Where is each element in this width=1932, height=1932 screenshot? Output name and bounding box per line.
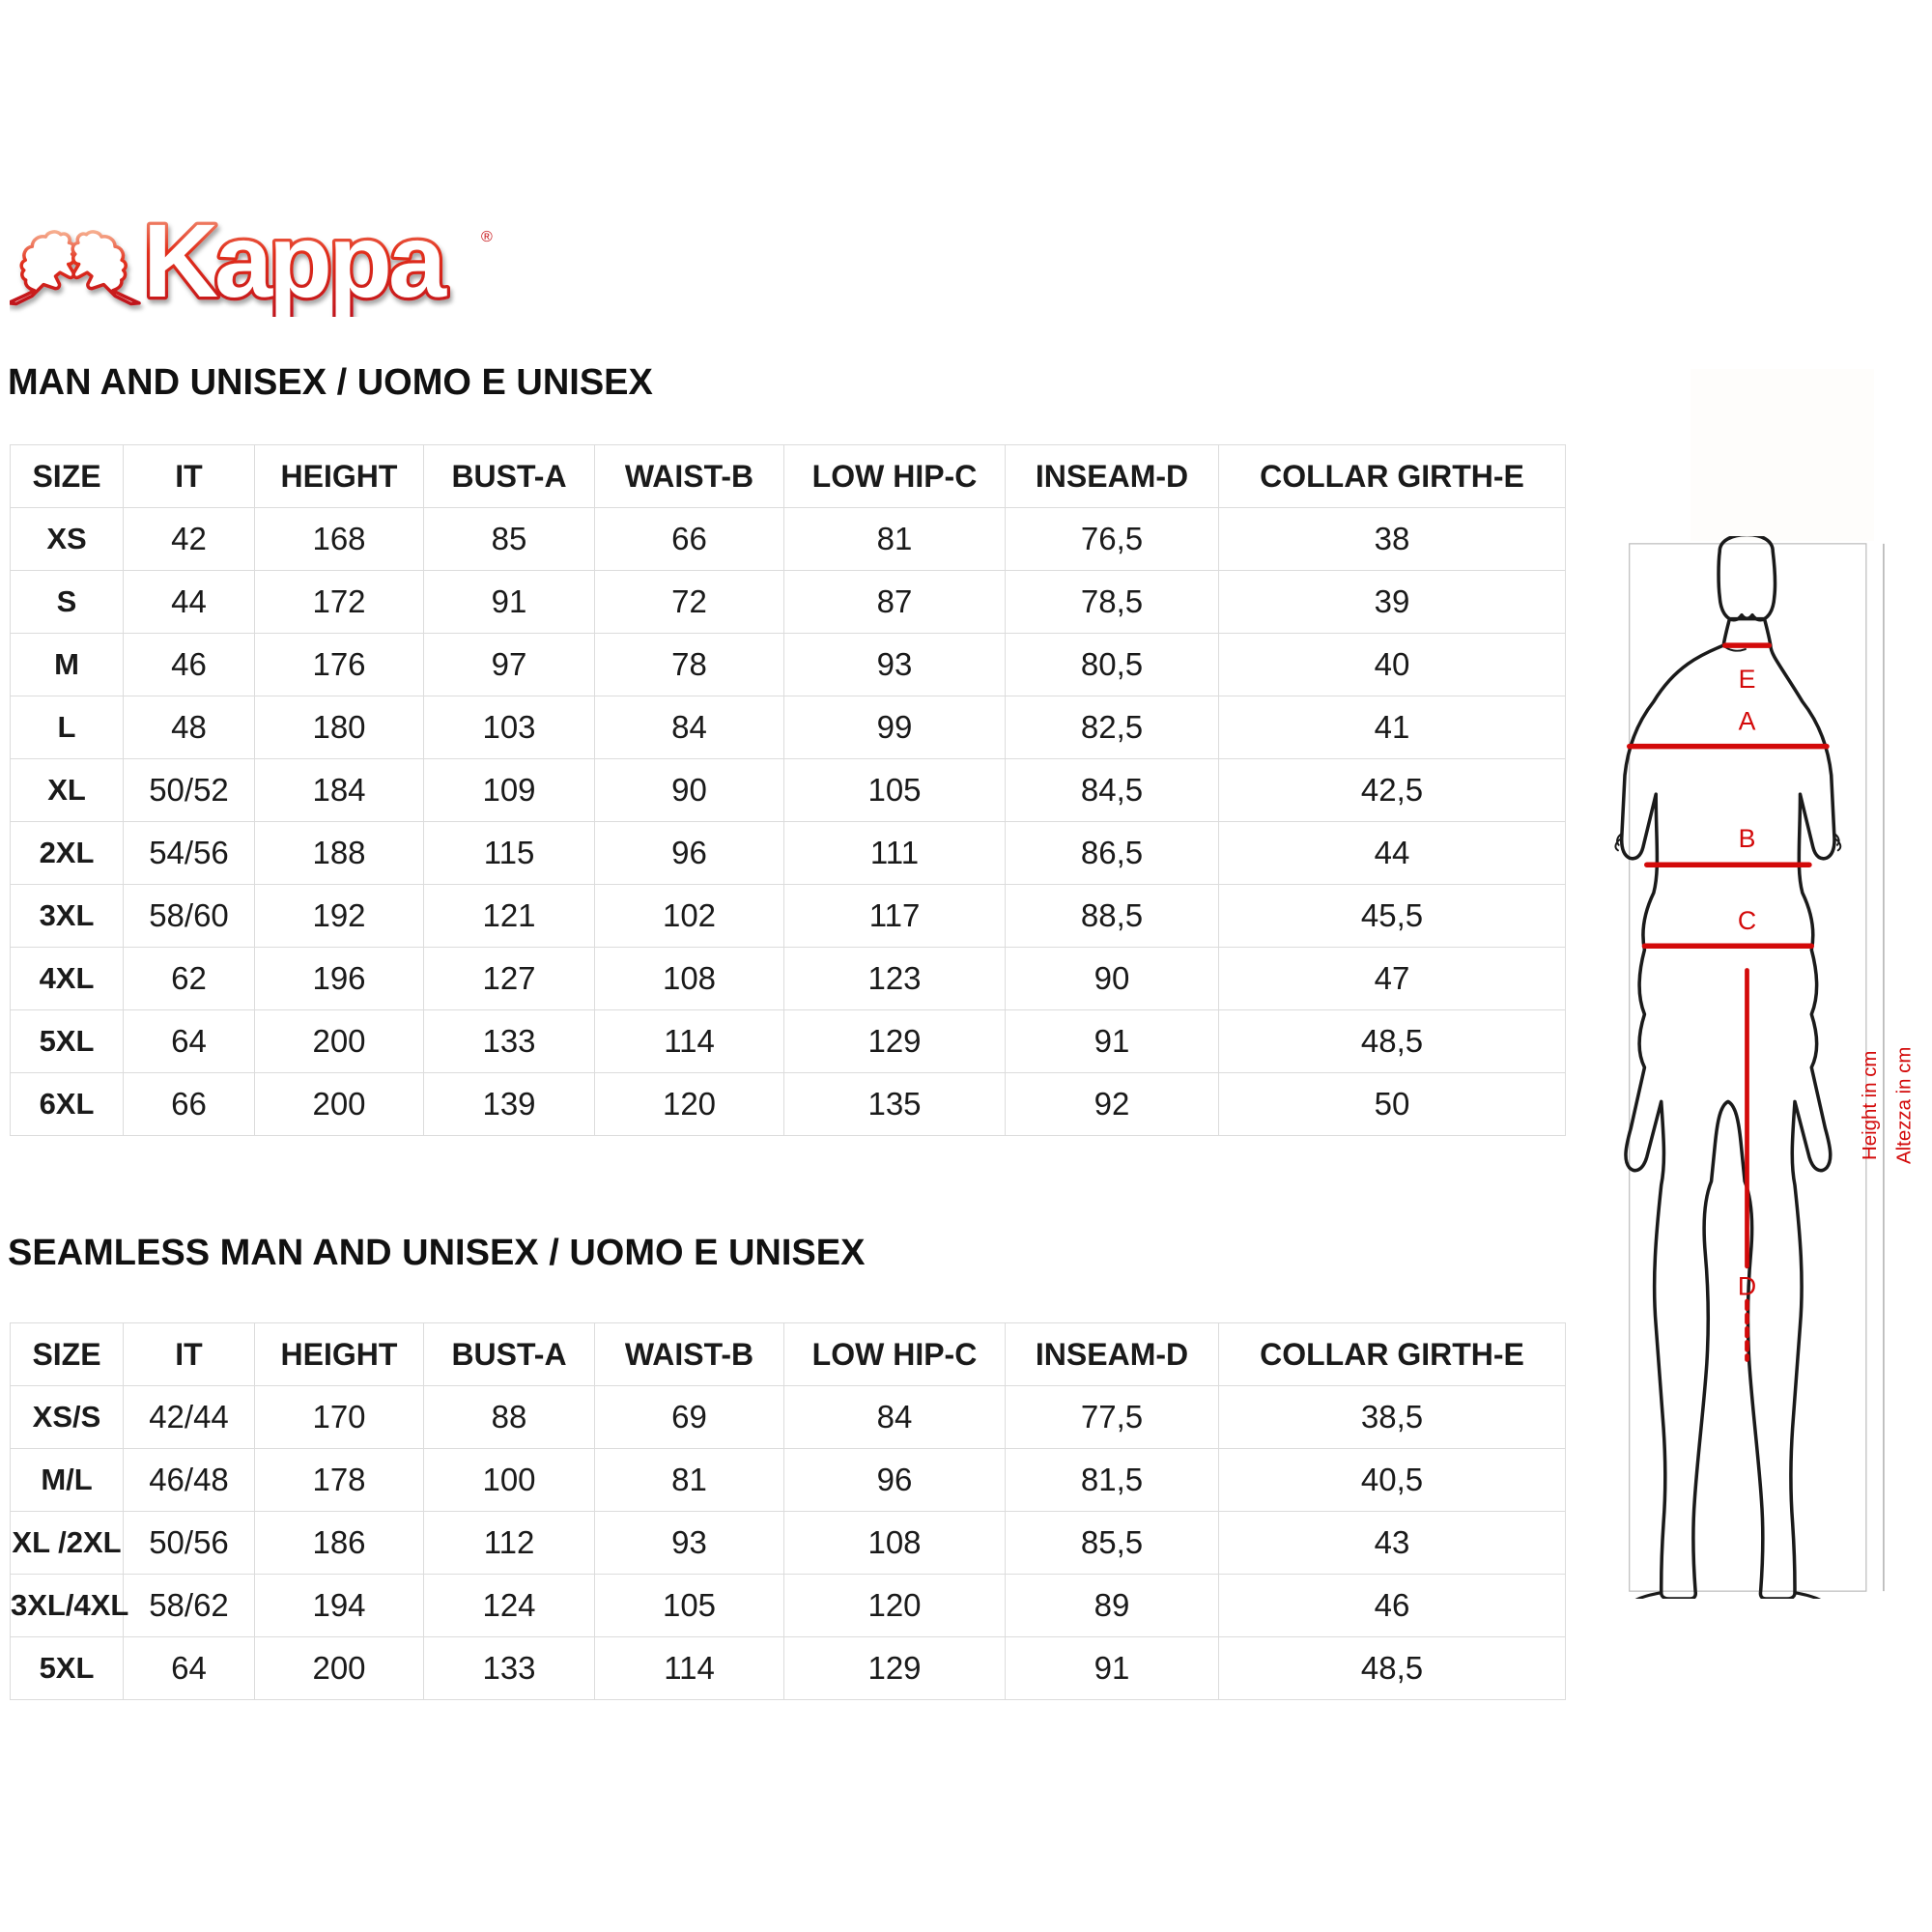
svg-text:Kappa: Kappa bbox=[143, 202, 447, 317]
svg-text:Altezza in cm: Altezza in cm bbox=[1893, 1047, 1915, 1164]
svg-text:B: B bbox=[1739, 824, 1756, 853]
svg-text:C: C bbox=[1738, 906, 1756, 935]
svg-text:Height in cm: Height in cm bbox=[1860, 1051, 1881, 1160]
svg-text:D: D bbox=[1738, 1272, 1756, 1301]
svg-text:E: E bbox=[1739, 665, 1756, 694]
svg-text:®: ® bbox=[481, 229, 493, 245]
svg-text:A: A bbox=[1739, 706, 1756, 735]
